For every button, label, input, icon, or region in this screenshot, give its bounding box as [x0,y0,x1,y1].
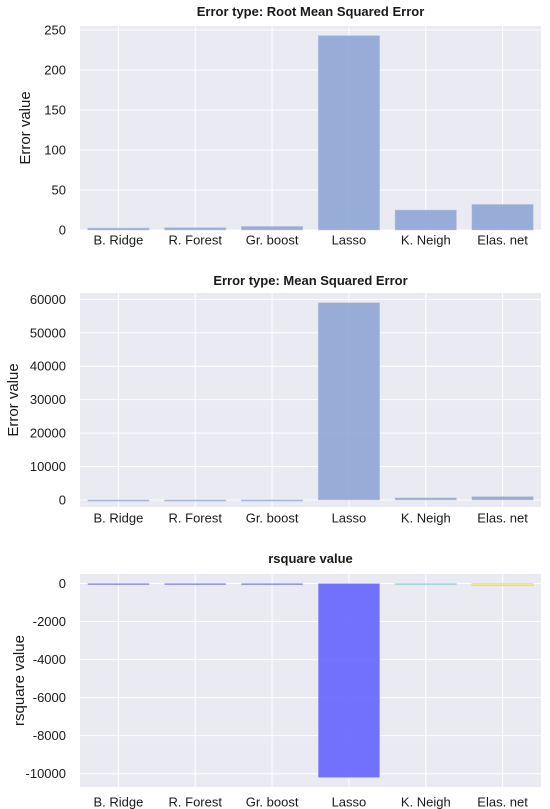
x-tick-label: Elas. net [477,795,528,809]
y-tick-label: 0 [59,223,66,238]
bar-b-ridge [87,499,150,502]
y-tick-label: 40000 [30,359,66,374]
bar-lasso [317,35,380,231]
chart-title: Error type: Root Mean Squared Error [197,4,425,19]
y-tick-label: 30000 [30,392,66,407]
bar-r-forest [164,227,227,231]
y-axis-label: rsquare value [11,635,28,726]
bar-gr-boost [241,583,304,585]
y-tick-label: -6000 [33,690,66,705]
chart-mse: 0 10000 20000 30000 40000 50000 60000 B. Ridge R… [5,273,541,526]
y-tick-label: 50 [52,183,66,198]
x-tick-label: B. Ridge [93,233,143,248]
bar-elas-net [471,496,534,501]
x-tick-label: Gr. boost [246,795,299,809]
y-tick-label: 50000 [30,325,66,340]
x-tick-label: R. Forest [169,511,223,526]
x-tick-label: Lasso [332,233,367,248]
y-tick-label: -10000 [26,766,66,781]
bar-b-ridge [87,583,150,585]
bar-r-forest [164,583,227,585]
x-tick-label: K. Neigh [401,795,451,809]
x-tick-label: Elas. net [477,233,528,248]
y-tick-label: 200 [44,63,66,78]
bar-r-forest [164,499,227,502]
x-tick-label: Gr. boost [246,511,299,526]
bar-gr-boost [241,226,304,231]
bar-lasso [317,302,380,501]
x-tick-label: B. Ridge [93,511,143,526]
y-tick-label: -2000 [33,614,66,629]
chart-title: rsquare value [268,551,353,566]
y-axis-label: Error value [17,91,34,164]
chart-title: Error type: Mean Squared Error [213,273,407,288]
y-tick-label: 100 [44,143,66,158]
y-tick-label: -4000 [33,652,66,667]
y-tick-label: -8000 [33,728,66,743]
y-axis-label: Error value [5,363,22,436]
chart-rsquare: -10000 -8000 -6000 -4000 -2000 0 B. Ridge R. Fo… [11,551,541,809]
y-tick-label: 10000 [30,459,66,474]
y-tick-label: 0 [59,576,66,591]
bar-lasso [317,583,380,778]
chart-rmse: 0 50 100 150 200 250 B. Ridge R. Forest Gr. boos… [17,4,541,248]
x-tick-label: K. Neigh [401,233,451,248]
y-tick-label: 0 [59,492,66,507]
bar-elas-net [471,583,534,587]
x-tick-label: Lasso [332,511,367,526]
y-tick-label: 20000 [30,426,66,441]
bar-k-neigh [394,583,457,586]
bar-k-neigh [394,497,457,501]
x-tick-label: B. Ridge [93,795,143,809]
x-tick-label: Lasso [332,795,367,809]
plot-area [80,26,541,230]
x-tick-label: K. Neigh [401,511,451,526]
x-tick-label: R. Forest [169,795,223,809]
x-tick-label: R. Forest [169,233,223,248]
y-tick-label: 250 [44,23,66,38]
bar-k-neigh [394,209,457,231]
y-tick-label: 60000 [30,292,66,307]
plot-area [80,574,541,787]
y-tick-label: 150 [44,103,66,118]
bar-elas-net [471,204,534,231]
bar-b-ridge [87,227,150,231]
x-tick-label: Elas. net [477,511,528,526]
x-tick-label: Gr. boost [246,233,299,248]
bar-gr-boost [241,499,304,502]
